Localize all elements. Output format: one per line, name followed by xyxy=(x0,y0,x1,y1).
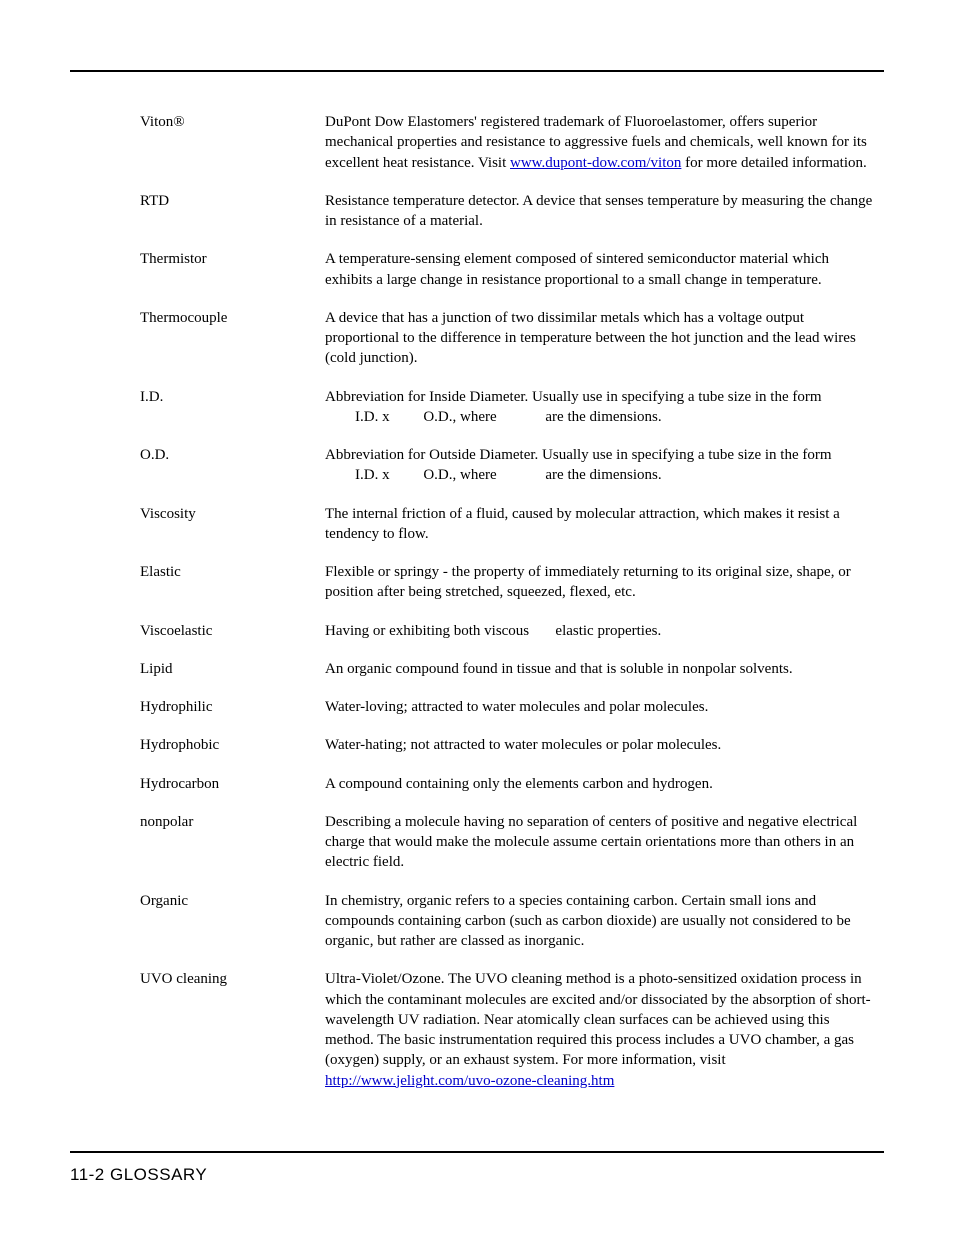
glossary-entry: Lipid An organic compound found in tissu… xyxy=(140,659,874,679)
term: Thermistor xyxy=(140,249,325,290)
glossary-entry: Hydrophilic Water-loving; attracted to w… xyxy=(140,697,874,717)
definition-text: I.D. x O.D., where are the dimensions. xyxy=(325,409,662,425)
definition-link[interactable]: www.dupont-dow.com/viton xyxy=(510,155,681,171)
definition: A temperature-sensing element composed o… xyxy=(325,249,874,290)
glossary-entry: Thermocouple A device that has a junctio… xyxy=(140,308,874,369)
definition: A compound containing only the elements … xyxy=(325,774,874,794)
term: I.D. xyxy=(140,387,325,428)
term: Viton® xyxy=(140,112,325,173)
definition: An organic compound found in tissue and … xyxy=(325,659,874,679)
definition-fragment: O.D., where xyxy=(423,409,500,425)
definition: DuPont Dow Elastomers' registered tradem… xyxy=(325,112,874,173)
term: Lipid xyxy=(140,659,325,679)
definition: Flexible or springy - the property of im… xyxy=(325,562,874,603)
term: RTD xyxy=(140,191,325,232)
term: Viscosity xyxy=(140,504,325,545)
term: O.D. xyxy=(140,445,325,486)
definition-fragment: Having or exhibiting both viscous xyxy=(325,623,533,639)
definition: Abbreviation for Outside Diameter. Usual… xyxy=(325,445,874,486)
term: nonpolar xyxy=(140,812,325,873)
glossary-entry: Elastic Flexible or springy - the proper… xyxy=(140,562,874,603)
definition: Abbreviation for Inside Diameter. Usuall… xyxy=(325,387,874,428)
definition: Water-loving; attracted to water molecul… xyxy=(325,697,874,717)
term: Elastic xyxy=(140,562,325,603)
definition-fragment: I.D. x xyxy=(355,409,393,425)
glossary-entry: Organic In chemistry, organic refers to … xyxy=(140,891,874,952)
glossary-entry: Thermistor A temperature-sensing element… xyxy=(140,249,874,290)
glossary-entry: UVO cleaning Ultra-Violet/Ozone. The UVO… xyxy=(140,969,874,1091)
definition: A device that has a junction of two diss… xyxy=(325,308,874,369)
page-footer: 11-2 GLOSSARY xyxy=(70,1165,207,1185)
glossary-entry: Hydrocarbon A compound containing only t… xyxy=(140,774,874,794)
definition-text: Abbreviation for Outside Diameter. Usual… xyxy=(325,447,832,463)
glossary-entry: O.D. Abbreviation for Outside Diameter. … xyxy=(140,445,874,486)
glossary-entry: Hydrophobic Water-hating; not attracted … xyxy=(140,735,874,755)
glossary-entry: RTD Resistance temperature detector. A d… xyxy=(140,191,874,232)
definition-fragment: O.D., where xyxy=(423,467,500,483)
term: Viscoelastic xyxy=(140,621,325,641)
definition: Having or exhibiting both viscous elasti… xyxy=(325,621,874,641)
definition-fragment: I.D. x xyxy=(355,467,393,483)
definition-text: Ultra-Violet/Ozone. The UVO cleaning met… xyxy=(325,971,871,1068)
term: Thermocouple xyxy=(140,308,325,369)
top-rule xyxy=(70,70,884,72)
definition-fragment: are the dimensions. xyxy=(545,409,661,425)
definition: The internal friction of a fluid, caused… xyxy=(325,504,874,545)
bottom-rule xyxy=(70,1151,884,1153)
glossary-list: Viton® DuPont Dow Elastomers' registered… xyxy=(70,112,884,1091)
glossary-entry: Viton® DuPont Dow Elastomers' registered… xyxy=(140,112,874,173)
term: UVO cleaning xyxy=(140,969,325,1091)
definition-text: I.D. x O.D., where are the dimensions. xyxy=(325,467,662,483)
page: Viton® DuPont Dow Elastomers' registered… xyxy=(0,0,954,1091)
definition-fragment: are the dimensions. xyxy=(545,467,661,483)
glossary-entry: Viscoelastic Having or exhibiting both v… xyxy=(140,621,874,641)
term: Hydrophilic xyxy=(140,697,325,717)
term: Organic xyxy=(140,891,325,952)
term: Hydrocarbon xyxy=(140,774,325,794)
definition: Water-hating; not attracted to water mol… xyxy=(325,735,874,755)
definition: In chemistry, organic refers to a specie… xyxy=(325,891,874,952)
definition-text: for more detailed information. xyxy=(681,155,866,171)
glossary-entry: nonpolar Describing a molecule having no… xyxy=(140,812,874,873)
definition-fragment: elastic properties. xyxy=(555,623,661,639)
definition-text: Abbreviation for Inside Diameter. Usuall… xyxy=(325,389,822,405)
glossary-entry: I.D. Abbreviation for Inside Diameter. U… xyxy=(140,387,874,428)
definition: Describing a molecule having no separati… xyxy=(325,812,874,873)
definition: Ultra-Violet/Ozone. The UVO cleaning met… xyxy=(325,969,874,1091)
term: Hydrophobic xyxy=(140,735,325,755)
glossary-entry: Viscosity The internal friction of a flu… xyxy=(140,504,874,545)
definition-link[interactable]: http://www.jelight.com/uvo-ozone-cleanin… xyxy=(325,1073,614,1089)
definition: Resistance temperature detector. A devic… xyxy=(325,191,874,232)
